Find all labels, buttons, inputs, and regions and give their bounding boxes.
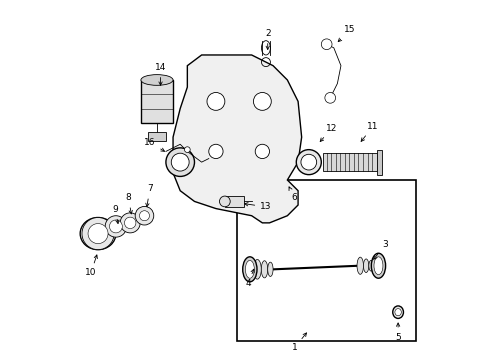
Text: 13: 13 xyxy=(244,202,271,211)
Bar xyxy=(237,180,415,341)
Text: 8: 8 xyxy=(125,193,132,214)
Ellipse shape xyxy=(242,257,257,282)
Ellipse shape xyxy=(373,257,382,275)
Text: 9: 9 xyxy=(112,205,119,224)
Circle shape xyxy=(171,153,189,171)
Ellipse shape xyxy=(245,260,254,278)
Circle shape xyxy=(253,93,271,111)
Circle shape xyxy=(324,93,335,103)
Circle shape xyxy=(296,150,321,175)
Circle shape xyxy=(206,93,224,111)
Bar xyxy=(224,196,244,207)
Text: 2: 2 xyxy=(264,29,270,49)
Ellipse shape xyxy=(392,306,403,319)
Ellipse shape xyxy=(368,260,373,271)
Text: 6: 6 xyxy=(288,187,297,202)
Circle shape xyxy=(105,216,126,237)
Text: 15: 15 xyxy=(338,26,355,42)
Ellipse shape xyxy=(356,257,363,274)
Bar xyxy=(141,80,173,123)
Text: 7: 7 xyxy=(145,184,152,207)
Circle shape xyxy=(124,217,136,229)
Text: 10: 10 xyxy=(85,255,97,277)
Text: 5: 5 xyxy=(394,323,400,342)
Circle shape xyxy=(321,39,331,50)
Bar xyxy=(148,132,165,141)
Bar xyxy=(323,153,380,171)
Ellipse shape xyxy=(261,261,267,278)
Ellipse shape xyxy=(394,309,401,316)
Bar xyxy=(376,150,381,175)
Text: 12: 12 xyxy=(320,124,337,141)
Circle shape xyxy=(120,213,140,233)
Text: 4: 4 xyxy=(245,269,254,288)
Circle shape xyxy=(208,144,223,158)
Circle shape xyxy=(109,220,122,233)
Ellipse shape xyxy=(253,260,261,279)
Text: 1: 1 xyxy=(291,333,306,352)
Circle shape xyxy=(88,224,108,244)
Circle shape xyxy=(219,196,230,207)
Text: 14: 14 xyxy=(155,63,166,85)
Circle shape xyxy=(165,148,194,176)
Circle shape xyxy=(135,206,153,225)
Text: 16: 16 xyxy=(144,138,164,151)
Ellipse shape xyxy=(141,75,173,85)
PathPatch shape xyxy=(173,55,301,223)
Circle shape xyxy=(82,217,114,249)
Circle shape xyxy=(255,144,269,158)
Ellipse shape xyxy=(363,259,368,273)
Circle shape xyxy=(184,147,190,153)
Text: 3: 3 xyxy=(373,240,387,259)
Ellipse shape xyxy=(370,253,385,278)
Ellipse shape xyxy=(267,262,272,276)
Circle shape xyxy=(139,211,149,221)
Circle shape xyxy=(300,154,316,170)
Text: 11: 11 xyxy=(361,122,378,141)
